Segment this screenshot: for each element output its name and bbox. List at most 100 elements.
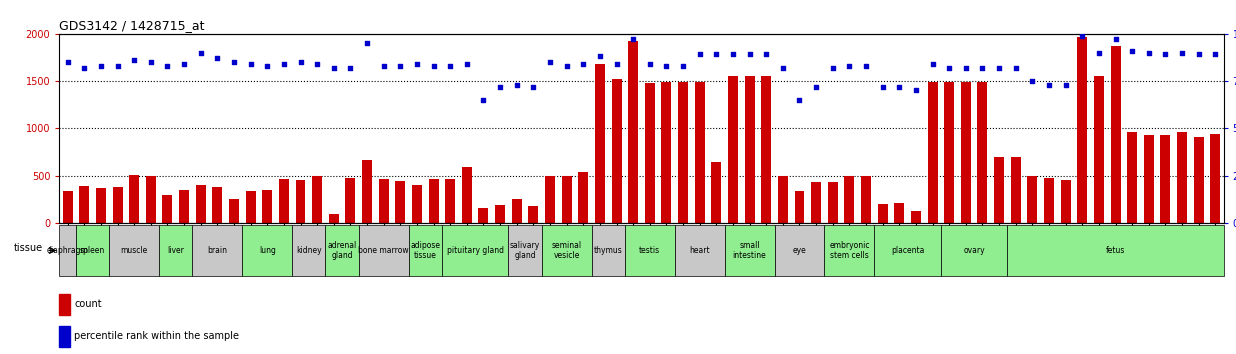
Bar (811, 182, 821, 223)
Bar (1078, 38, 1088, 223)
Point (1205, 52, 1225, 57)
Bar (345, 178, 356, 223)
Text: eye: eye (792, 246, 806, 255)
Bar (960, 82, 970, 223)
Point (1156, 52, 1175, 57)
Bar (941, 225, 1007, 276)
Bar (695, 82, 705, 223)
Point (607, 61, 627, 67)
Point (540, 59, 560, 65)
Text: muscle: muscle (121, 246, 148, 255)
Point (939, 65, 959, 70)
Bar (59, 294, 70, 315)
Text: salivary
gland: salivary gland (510, 241, 540, 260)
Bar (1177, 132, 1187, 223)
Point (58, 59, 78, 65)
Bar (445, 179, 455, 223)
Bar (329, 213, 339, 223)
Point (424, 63, 444, 69)
Bar (478, 208, 488, 223)
Point (224, 59, 243, 65)
Bar (59, 225, 75, 276)
Point (290, 59, 310, 65)
Bar (512, 199, 522, 223)
Bar (292, 225, 325, 276)
Bar (1011, 157, 1021, 223)
Point (324, 65, 344, 70)
Point (756, 52, 776, 57)
Bar (545, 176, 555, 223)
Text: heart: heart (690, 246, 709, 255)
Bar (1007, 225, 1224, 276)
Bar (409, 225, 442, 276)
Text: small
intestine: small intestine (733, 241, 766, 260)
Text: liver: liver (167, 246, 184, 255)
Text: brain: brain (208, 246, 227, 255)
Point (157, 63, 177, 69)
Bar (628, 41, 638, 223)
Text: ovary: ovary (963, 246, 985, 255)
Bar (911, 211, 921, 223)
Bar (625, 225, 675, 276)
Point (623, 36, 643, 42)
Bar (775, 225, 824, 276)
Bar (378, 179, 388, 223)
Bar (1027, 176, 1037, 223)
Point (1089, 50, 1109, 55)
Text: thymus: thymus (593, 246, 623, 255)
Bar (528, 206, 539, 223)
Bar (728, 76, 738, 223)
Point (973, 65, 993, 70)
Text: bone marrow: bone marrow (358, 246, 409, 255)
Point (440, 63, 460, 69)
Point (1022, 78, 1042, 84)
Point (906, 88, 926, 93)
Point (790, 97, 810, 103)
Point (457, 61, 477, 67)
Bar (679, 82, 688, 223)
Bar (878, 204, 887, 223)
Bar (844, 176, 854, 223)
Bar (193, 225, 242, 276)
Bar (362, 160, 372, 223)
Point (1006, 65, 1026, 70)
Text: lung: lung (258, 246, 276, 255)
Point (839, 63, 859, 69)
Bar (442, 225, 508, 276)
Point (723, 52, 743, 57)
Bar (561, 176, 571, 223)
Point (1138, 50, 1158, 55)
Bar (229, 199, 239, 223)
Bar (578, 172, 588, 223)
Bar (1143, 135, 1153, 223)
Bar (927, 82, 938, 223)
Bar (429, 179, 439, 223)
Point (1122, 48, 1142, 53)
Point (772, 65, 792, 70)
Bar (1210, 134, 1220, 223)
Point (857, 63, 876, 69)
Point (174, 61, 194, 67)
Bar (595, 64, 604, 223)
Bar (874, 225, 941, 276)
Point (1056, 82, 1075, 87)
Point (656, 63, 676, 69)
Bar (146, 176, 156, 223)
Bar (861, 176, 871, 223)
Text: diaphragm: diaphragm (47, 246, 89, 255)
Point (707, 52, 727, 57)
Point (524, 84, 544, 90)
Point (241, 61, 261, 67)
Text: fetus: fetus (1106, 246, 1125, 255)
Point (1073, 33, 1093, 38)
Point (739, 52, 759, 57)
Bar (195, 185, 205, 223)
Point (190, 50, 210, 55)
Bar (179, 190, 189, 223)
Bar (63, 191, 73, 223)
Bar (978, 82, 988, 223)
Point (274, 61, 294, 67)
Bar (824, 225, 874, 276)
Text: GDS3142 / 1428715_at: GDS3142 / 1428715_at (59, 19, 205, 33)
Point (391, 63, 410, 69)
